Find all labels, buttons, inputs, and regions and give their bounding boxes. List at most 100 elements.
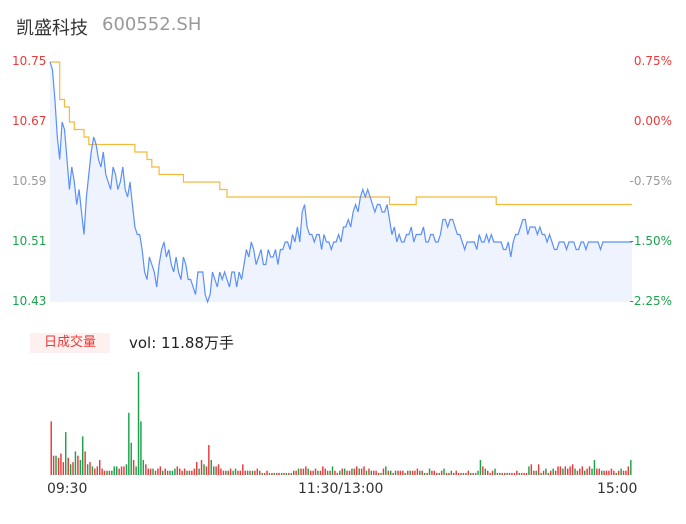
volume-bar xyxy=(297,468,300,475)
volume-bar xyxy=(334,470,336,475)
price-tick-label: 10.75 xyxy=(12,54,47,68)
volume-bar xyxy=(426,472,428,475)
volume-bar xyxy=(82,436,84,475)
volume-bar xyxy=(620,468,622,475)
volume-bar xyxy=(254,470,256,475)
volume-bar xyxy=(232,470,234,475)
volume-bar xyxy=(237,470,239,475)
volume-bar xyxy=(69,464,72,475)
volume-bar xyxy=(77,455,79,475)
volume-bar xyxy=(625,470,627,475)
volume-bar xyxy=(225,470,227,475)
volume-bar xyxy=(268,472,271,475)
volume-bar xyxy=(397,470,399,475)
volume-bar xyxy=(584,470,586,475)
volume-bar xyxy=(504,472,506,475)
volume-bar xyxy=(414,470,416,475)
volume-bar xyxy=(186,470,188,475)
volume-bar xyxy=(472,472,474,475)
volume-bar xyxy=(537,464,540,475)
volume-bar xyxy=(431,470,433,475)
volume-bar xyxy=(205,466,208,475)
volume-bar xyxy=(99,460,101,475)
volume-bar xyxy=(336,472,339,475)
volume-bar xyxy=(314,468,317,475)
volume-bar xyxy=(615,472,617,475)
volume-bar xyxy=(348,470,351,475)
volume-bar xyxy=(547,472,550,475)
volume-bar xyxy=(450,470,453,475)
volume-bar xyxy=(116,466,118,475)
volume-bar xyxy=(251,470,254,475)
volume-bar xyxy=(130,442,132,475)
volume-bar xyxy=(377,472,380,475)
volume-bar xyxy=(162,470,164,475)
volume-bar xyxy=(331,466,334,475)
volume-bar xyxy=(280,472,283,475)
volume-bar xyxy=(261,472,263,475)
volume-bar xyxy=(106,470,108,475)
stock-name: 凯盛科技 xyxy=(16,18,88,39)
volume-bar xyxy=(123,466,125,475)
volume-bar xyxy=(474,472,477,475)
volume-bar xyxy=(166,470,169,475)
volume-value: vol: 11.88万手 xyxy=(129,334,234,352)
volume-bar xyxy=(516,470,518,475)
volume-bar xyxy=(508,472,511,475)
volume-bar xyxy=(57,457,60,475)
volume-bar xyxy=(249,470,251,475)
price-line xyxy=(49,61,632,304)
volume-bar xyxy=(533,470,535,475)
volume-bar xyxy=(528,466,530,475)
volume-bar xyxy=(484,468,487,475)
volume-bar xyxy=(179,468,181,475)
volume-bar xyxy=(244,470,246,475)
volume-bar xyxy=(217,464,220,475)
volume-bar xyxy=(506,472,508,475)
volume-bar xyxy=(128,412,130,475)
volume-bar xyxy=(368,468,370,475)
volume-bar xyxy=(559,466,562,475)
volume-bar xyxy=(200,460,203,475)
volume-bar xyxy=(411,470,414,475)
volume-bar xyxy=(581,466,584,475)
volume-bar xyxy=(419,470,421,475)
volume-bar xyxy=(421,470,423,475)
volume-bar xyxy=(605,470,608,475)
volume-bar xyxy=(540,472,542,475)
volume-bar xyxy=(482,466,484,475)
volume-bar xyxy=(596,468,598,475)
volume-bar xyxy=(622,470,625,475)
volume-bar xyxy=(591,468,593,475)
volume-bar xyxy=(436,472,438,475)
volume-bar xyxy=(60,453,62,475)
pct-tick-label: -1.50% xyxy=(629,234,672,248)
volume-bar xyxy=(586,468,588,475)
volume-bar xyxy=(283,472,285,475)
volume-bar xyxy=(193,468,196,475)
volume-bar xyxy=(601,470,603,475)
volume-bar xyxy=(399,470,402,475)
volume-bar xyxy=(518,472,520,475)
volume-bar xyxy=(360,468,363,475)
volume-bar xyxy=(147,468,149,475)
price-tick-label: 10.67 xyxy=(12,114,47,128)
volume-bar xyxy=(382,468,385,475)
volume-bar xyxy=(91,466,94,475)
volume-bar xyxy=(222,470,225,475)
volume-bar xyxy=(574,468,576,475)
volume-bar xyxy=(380,472,382,475)
volume-bar xyxy=(137,372,140,475)
volume-bar xyxy=(416,468,419,475)
volume-bar xyxy=(329,470,331,475)
volume-bar xyxy=(310,470,312,475)
volume-bar xyxy=(300,468,302,475)
volume-bar xyxy=(598,468,600,475)
volume-badge[interactable]: 日成交量 xyxy=(30,333,110,353)
volume-bar xyxy=(307,468,309,475)
volume-bar xyxy=(74,451,77,475)
volume-bar xyxy=(125,464,128,475)
volume-bar xyxy=(176,466,179,475)
volume-bar xyxy=(198,468,200,475)
